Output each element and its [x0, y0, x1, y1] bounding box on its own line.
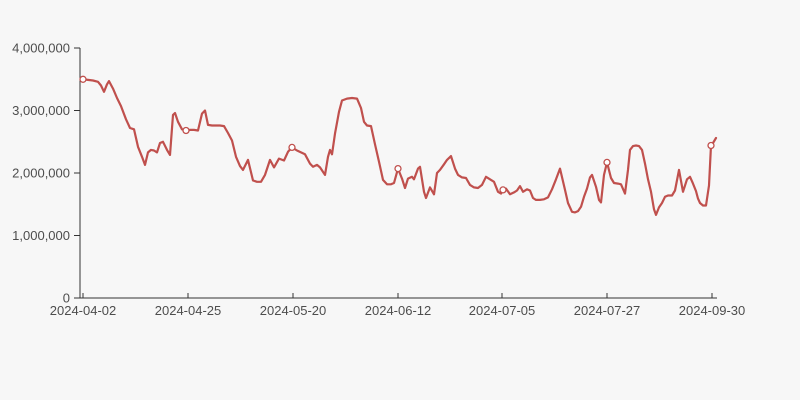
y-tick-label: 3,000,000: [12, 103, 70, 118]
y-tick-label: 2,000,000: [12, 166, 70, 181]
data-point-marker: [288, 143, 296, 152]
data-point-marker: [182, 126, 190, 135]
x-tick-label: 2024-04-25: [155, 303, 222, 318]
y-axis: 0 1,000,000 2,000,000 3,000,000 4,000,000: [12, 41, 81, 306]
x-axis: 2024-04-02 2024-04-25 2024-05-20 2024-06-12…: [50, 293, 746, 318]
data-point-marker: [707, 141, 715, 150]
data-point-marker: [394, 164, 402, 173]
x-tick-label: 2024-07-05: [469, 303, 536, 318]
x-tick-label: 2024-07-27: [574, 303, 641, 318]
y-tick-label: 0: [63, 291, 70, 306]
data-point-marker: [499, 186, 507, 194]
x-tick-label: 2024-09-30: [679, 303, 746, 318]
x-tick-label: 2024-06-12: [365, 303, 432, 318]
y-tick-label: 1,000,000: [12, 228, 70, 243]
x-tick-label: 2024-05-20: [260, 303, 327, 318]
data-point-marker: [603, 158, 611, 167]
data-point-marker: [79, 75, 87, 83]
y-tick-label: 4,000,000: [12, 41, 70, 56]
series-line: [81, 78, 718, 216]
x-tick-label: 2024-04-02: [50, 303, 117, 318]
series-markers: [79, 75, 715, 194]
